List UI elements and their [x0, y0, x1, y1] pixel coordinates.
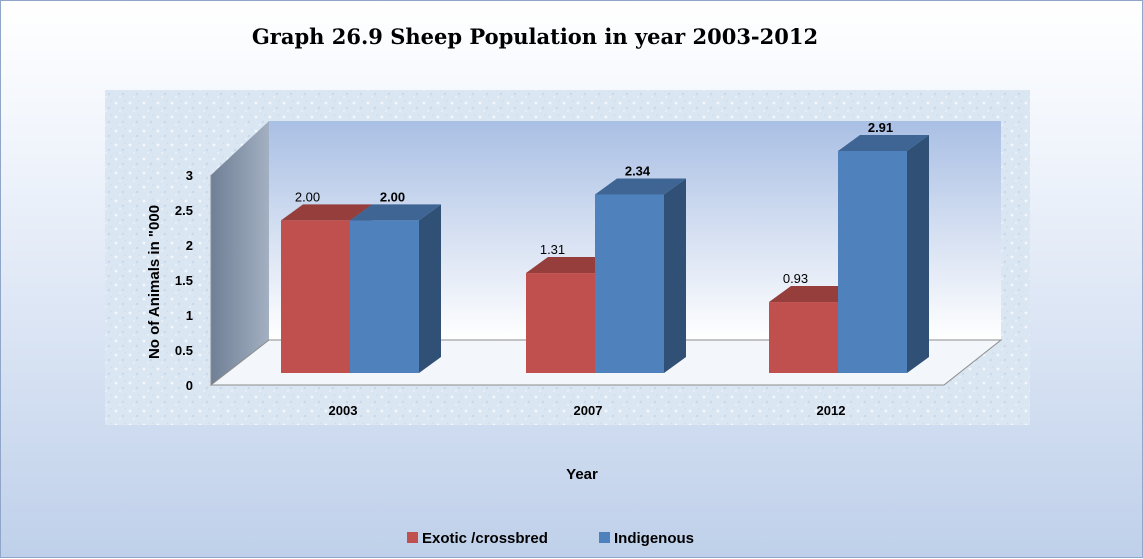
bars	[281, 134, 929, 373]
y-tick-label: 3	[186, 168, 193, 183]
data-labels: 2.00 2.00 1.31 2.34 0.93 2.91	[295, 120, 893, 286]
y-tick-label: 2.5	[175, 203, 193, 218]
chart-title: Graph 26.9 Sheep Population in year 2003…	[252, 24, 818, 49]
bar-indigenous	[838, 134, 929, 373]
bar-indigenous	[350, 204, 441, 373]
y-tick-label: 1	[186, 308, 193, 323]
legend-swatch-exotic	[407, 532, 418, 543]
legend: Exotic /crossbred Indigenous	[407, 530, 694, 547]
x-tick-label: 2012	[817, 403, 846, 418]
y-tick-label: 0.5	[175, 343, 193, 358]
x-axis-label: Year	[566, 466, 598, 483]
bar-indigenous	[595, 178, 686, 373]
side-wall	[211, 121, 269, 385]
y-axis-ticks: 0 0.5 1 1.5 2 2.5 3	[175, 168, 193, 393]
legend-label-exotic: Exotic /crossbred	[422, 530, 548, 547]
legend-swatch-indigenous	[599, 532, 610, 543]
x-tick-label: 2003	[329, 403, 358, 418]
y-tick-label: 1.5	[175, 273, 193, 288]
x-axis-categories: 2003 2007 2012	[329, 403, 846, 418]
legend-label-indigenous: Indigenous	[614, 530, 694, 547]
data-label: 2.34	[625, 163, 651, 178]
data-label: 0.93	[783, 271, 808, 286]
y-axis-label: No of Animals in "000	[146, 205, 163, 359]
data-label: 2.91	[868, 120, 893, 135]
y-tick-label: 0	[186, 378, 193, 393]
data-label: 2.00	[295, 189, 320, 204]
data-label: 2.00	[380, 189, 405, 204]
x-tick-label: 2007	[574, 403, 603, 418]
y-tick-label: 2	[186, 238, 193, 253]
data-label: 1.31	[540, 242, 565, 257]
